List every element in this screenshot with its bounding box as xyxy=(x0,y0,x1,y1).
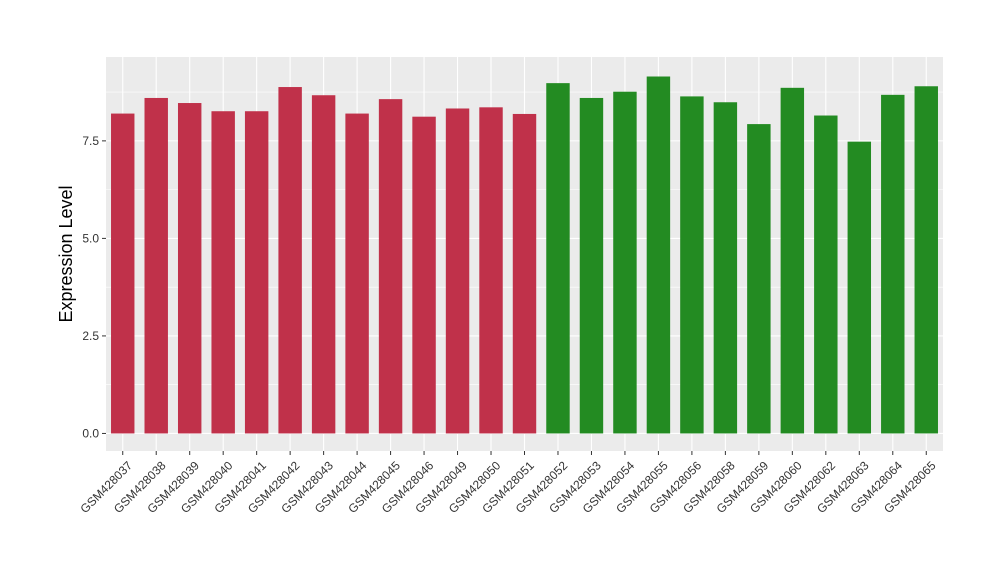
bars xyxy=(111,76,938,434)
bar-GSM428055 xyxy=(646,76,671,434)
bar-GSM428064 xyxy=(881,94,905,434)
bar-GSM428059 xyxy=(747,124,771,434)
bar-GSM428060 xyxy=(780,87,805,434)
bar-GSM428051 xyxy=(512,113,537,434)
bar-GSM428056 xyxy=(680,96,704,434)
bar-GSM428040 xyxy=(211,111,235,434)
bar-GSM428038 xyxy=(144,97,168,434)
x-axis: GSM428037GSM428038GSM428039GSM428040GSM4… xyxy=(78,451,939,516)
bar-GSM428063 xyxy=(847,141,872,434)
bar-GSM428044 xyxy=(345,113,369,434)
y-axis-title: Expression Level xyxy=(56,185,76,322)
y-tick-label: 2.5 xyxy=(82,329,99,343)
y-tick-label: 7.5 xyxy=(82,134,99,148)
bar-GSM428039 xyxy=(177,103,202,434)
bar-GSM428050 xyxy=(479,107,503,434)
bar-GSM428042 xyxy=(278,87,302,434)
y-tick-label: 0.0 xyxy=(82,426,99,440)
bar-GSM428049 xyxy=(445,108,470,434)
bar-GSM428053 xyxy=(579,97,604,434)
bar-GSM428052 xyxy=(546,83,570,434)
bar-GSM428037 xyxy=(111,113,135,434)
y-tick-label: 5.0 xyxy=(82,231,99,245)
bar-GSM428062 xyxy=(814,115,838,434)
bar-GSM428065 xyxy=(914,86,938,434)
bar-GSM428041 xyxy=(244,111,269,434)
bar-GSM428045 xyxy=(378,99,403,434)
y-axis: 0.0 2.5 5.0 7.5 xyxy=(82,134,106,440)
bar-GSM428054 xyxy=(613,91,637,434)
bar-GSM428046 xyxy=(412,116,436,434)
bar-GSM428058 xyxy=(713,102,738,434)
bar-GSM428043 xyxy=(311,95,336,434)
